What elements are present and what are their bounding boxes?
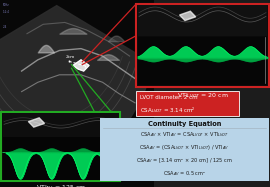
Text: CSA$_{AV}$ = [3.14 cm² × 20 cm] / 125 cm: CSA$_{AV}$ = [3.14 cm² × 20 cm] / 125 cm: [136, 156, 233, 165]
Text: CSA$_{AV}$ = 0.5 cm²: CSA$_{AV}$ = 0.5 cm²: [163, 169, 206, 178]
Text: VTI$_{AV}$ = 125 cm: VTI$_{AV}$ = 125 cm: [36, 183, 86, 187]
Polygon shape: [28, 118, 45, 127]
Text: Continuity Equation: Continuity Equation: [148, 121, 221, 127]
Text: 2.4: 2.4: [3, 25, 7, 29]
Text: 1:2:4: 1:2:4: [3, 10, 10, 14]
Text: 50Hz: 50Hz: [3, 3, 9, 7]
Polygon shape: [73, 60, 89, 71]
Bar: [3, 113, 119, 137]
Text: CSA$_{AV}$ = (CSA$_{LVOT}$ × VTI$_{LVOT}$) / VTI$_{AV}$: CSA$_{AV}$ = (CSA$_{LVOT}$ × VTI$_{LVOT}…: [139, 143, 230, 152]
Bar: [3, 137, 119, 180]
Bar: [0, 0, 154, 187]
Text: 2cm: 2cm: [66, 55, 75, 59]
Polygon shape: [0, 6, 154, 164]
Bar: [138, 37, 267, 85]
Text: CSA$_{AV}$ × VTI$_{AV}$ = CSA$_{LVOT}$ × VTI$_{LVOT}$: CSA$_{AV}$ × VTI$_{AV}$ = CSA$_{LVOT}$ ×…: [140, 131, 229, 140]
Bar: [136, 4, 269, 87]
Text: LVOT diameter: 2 cm: LVOT diameter: 2 cm: [140, 95, 197, 100]
Bar: [1, 112, 120, 181]
Polygon shape: [180, 11, 196, 21]
Text: CSA$_{LVOT}$ = 3.14 cm²: CSA$_{LVOT}$ = 3.14 cm²: [140, 105, 195, 115]
Bar: [138, 5, 267, 36]
Bar: [100, 118, 269, 181]
Text: VTI$_{LVOT}$ = 20 cm: VTI$_{LVOT}$ = 20 cm: [177, 91, 228, 100]
Bar: [136, 91, 239, 116]
